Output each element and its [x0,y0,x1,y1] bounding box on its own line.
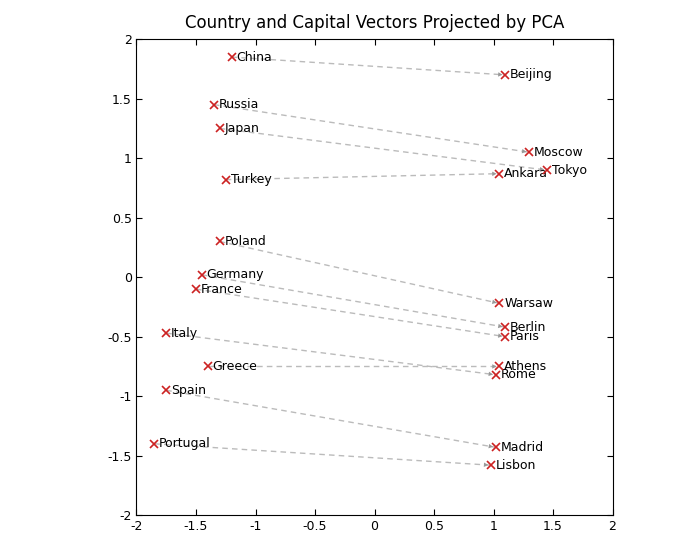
Title: Country and Capital Vectors Projected by PCA: Country and Capital Vectors Projected by… [185,14,564,32]
Text: Spain: Spain [171,384,206,396]
Text: Athens: Athens [504,360,547,373]
Text: Greece: Greece [213,360,258,373]
Text: Turkey: Turkey [230,173,272,186]
Text: Berlin: Berlin [510,321,547,334]
Text: Italy: Italy [171,326,198,339]
Text: Tokyo: Tokyo [552,164,587,176]
Text: Germany: Germany [206,268,264,281]
Text: Lisbon: Lisbon [496,459,536,472]
Text: Ankara: Ankara [504,167,548,180]
Text: Portugal: Portugal [159,437,211,450]
Text: Warsaw: Warsaw [504,297,553,310]
Text: Poland: Poland [225,235,266,248]
Text: France: France [201,283,242,296]
Text: Beijing: Beijing [510,68,553,81]
Text: Paris: Paris [510,330,540,343]
Text: China: China [237,50,272,63]
Text: Moscow: Moscow [534,146,584,158]
Text: Japan: Japan [225,122,260,135]
Text: Russia: Russia [218,98,259,111]
Text: Rome: Rome [500,368,536,381]
Text: Madrid: Madrid [500,441,544,454]
